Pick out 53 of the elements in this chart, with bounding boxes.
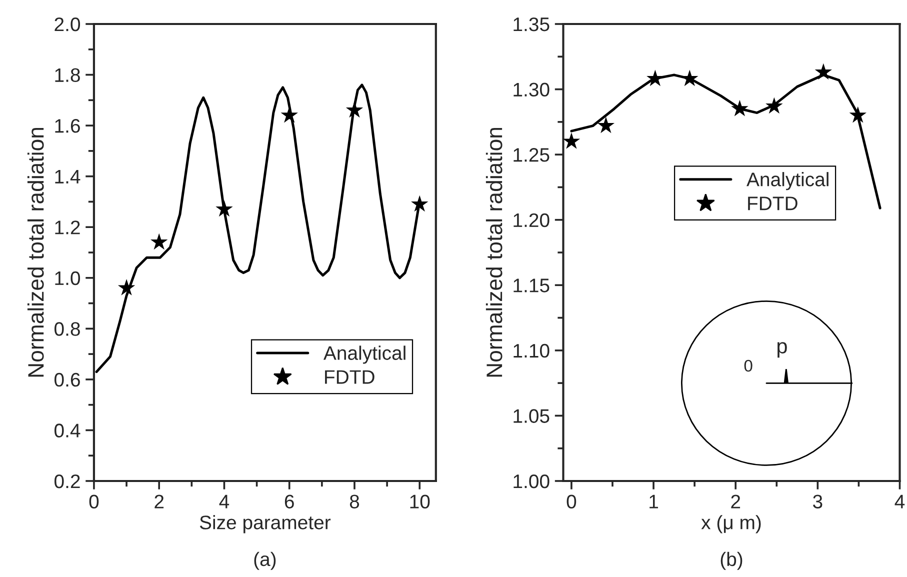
point	[216, 200, 233, 217]
y-axis-title: Normalized total radiation	[27, 128, 44, 377]
y-tick-label: 1.05	[514, 409, 550, 423]
y-tick-label: 1.15	[514, 278, 550, 292]
x-tick-label: 8	[350, 494, 360, 508]
legend-label: FDTD	[325, 370, 374, 384]
x-axis-title: x (μ m)	[701, 515, 761, 534]
y-tick-label: 1.4	[55, 170, 80, 184]
point	[731, 100, 748, 116]
y-tick-label: 1.35	[514, 17, 550, 32]
y-tick-label: 1.20	[514, 213, 550, 228]
x-tick-label: 4	[219, 494, 230, 508]
point	[346, 101, 364, 118]
x-tick-label: 10	[410, 494, 430, 508]
text: (b)	[720, 552, 742, 570]
x-tick-label: 2	[154, 494, 164, 508]
legend-label: FDTD	[748, 196, 798, 210]
x-tick-label: 0	[566, 494, 576, 508]
x-tick-label: 0	[89, 494, 99, 508]
point	[411, 195, 428, 212]
x-tick-label: 1	[650, 494, 658, 508]
y-tick-label: 2.0	[54, 17, 80, 32]
point	[849, 106, 866, 123]
legend-label: Analytical	[323, 346, 406, 364]
legend-label: Analytical	[746, 172, 828, 190]
point	[766, 97, 783, 114]
x-axis-title: Size parameter	[200, 515, 331, 534]
y-tick-label: 1.30	[514, 82, 550, 97]
y-tick-label: 1.00	[514, 474, 550, 488]
y-tick-label: 0.8	[54, 322, 80, 336]
text: (a)	[254, 552, 276, 570]
y-tick-label: 1.2	[55, 220, 80, 234]
y-tick-label: 0.2	[54, 474, 80, 488]
x-tick-label: 3	[813, 494, 822, 508]
y-axis-title: Normalized total radiation	[486, 128, 502, 377]
y-tick-label: 1.10	[514, 344, 550, 358]
y-tick-label: 1.8	[55, 68, 80, 82]
y-tick-label: 1.0	[55, 271, 80, 286]
annotation: p	[778, 342, 787, 358]
x-tick-label: 4	[894, 494, 905, 508]
y-tick-label: 0.6	[54, 372, 80, 387]
point	[597, 116, 615, 134]
annotation: 0	[744, 360, 752, 372]
point	[646, 70, 664, 86]
point	[814, 63, 832, 80]
point	[563, 132, 580, 149]
x-tick-label: 2	[731, 494, 740, 508]
y-tick-label: 0.4	[54, 424, 80, 438]
point	[150, 233, 168, 250]
y-tick-label: 1.25	[514, 148, 550, 162]
y-tick-label: 1.6	[55, 119, 80, 133]
point	[118, 278, 136, 296]
x-tick-label: 6	[284, 494, 294, 508]
